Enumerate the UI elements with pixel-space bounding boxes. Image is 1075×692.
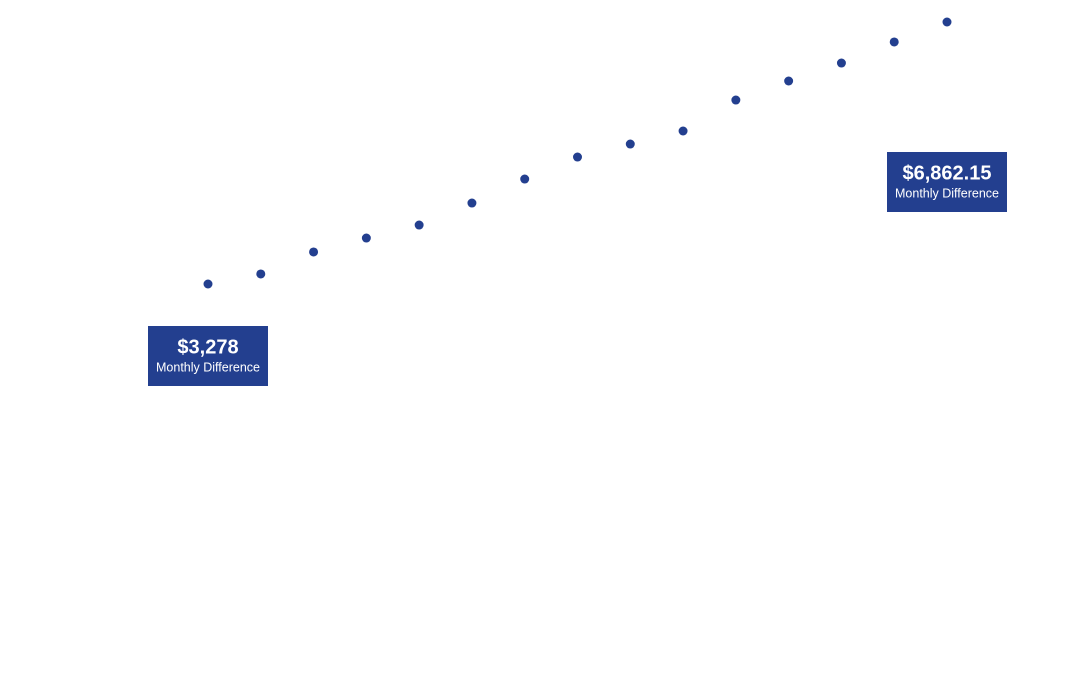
value-label: $6,862.15	[903, 162, 992, 184]
dot	[678, 126, 688, 136]
dot	[573, 152, 582, 162]
dot	[361, 233, 371, 243]
label-box	[887, 152, 1007, 212]
dot	[836, 58, 846, 68]
dot	[467, 198, 477, 208]
dot	[625, 139, 635, 149]
dot	[203, 279, 213, 289]
dot	[520, 174, 530, 184]
label-box	[148, 326, 268, 386]
dot	[889, 37, 899, 47]
dot	[784, 76, 794, 86]
dot	[309, 247, 319, 257]
dot	[256, 269, 266, 279]
label-caption: Monthly Difference	[156, 360, 260, 374]
label-caption: Monthly Difference	[895, 186, 999, 200]
dot	[942, 17, 952, 27]
dot	[731, 95, 741, 105]
value-label: $3,278	[177, 336, 238, 358]
dot	[414, 220, 424, 230]
